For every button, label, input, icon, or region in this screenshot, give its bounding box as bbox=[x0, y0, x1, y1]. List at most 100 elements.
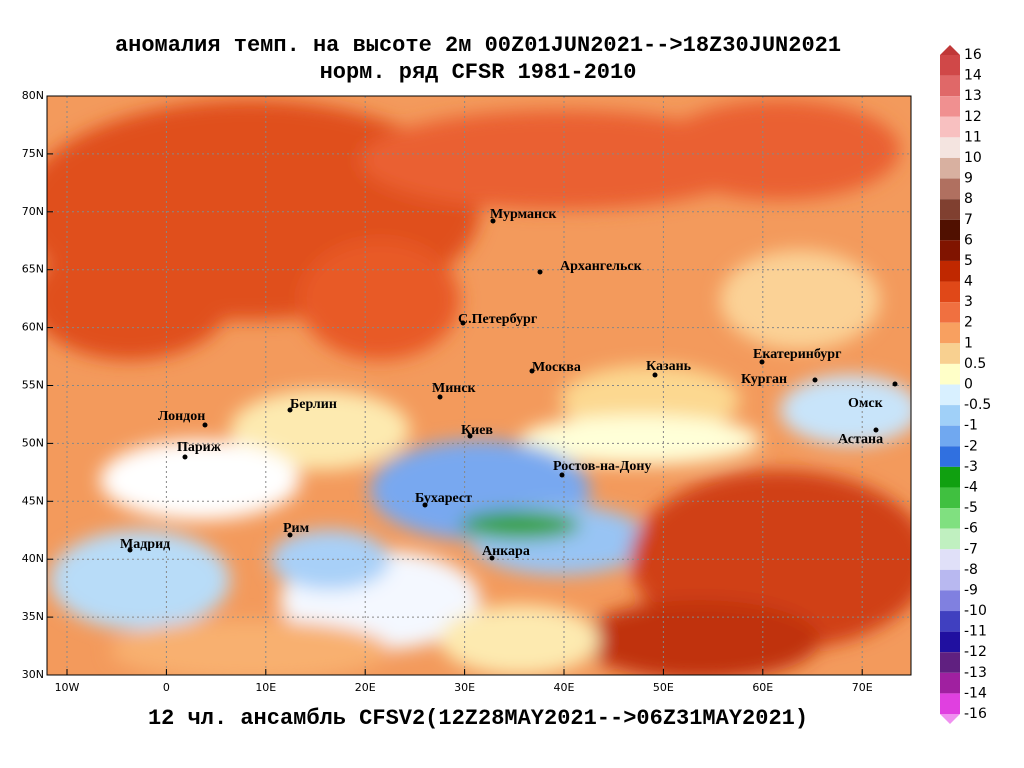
lon-label: 10E bbox=[255, 681, 276, 694]
city-dot bbox=[489, 555, 495, 561]
city-dot bbox=[873, 427, 879, 433]
city-dot bbox=[422, 502, 428, 508]
city-dot bbox=[182, 454, 188, 460]
lat-label: 75N bbox=[22, 147, 44, 160]
colorbar-label: 10 bbox=[964, 150, 982, 166]
colorbar-label: -3 bbox=[964, 459, 978, 475]
colorbar-label: 5 bbox=[964, 253, 973, 269]
lat-label: 80N bbox=[22, 89, 44, 102]
colorbar-label: -7 bbox=[964, 541, 978, 557]
title: аномалия темп. на высоте 2м 00Z01JUN2021… bbox=[115, 33, 841, 58]
subtitle: норм. ряд CFSR 1981-2010 bbox=[320, 60, 637, 85]
lat-label: 35N bbox=[22, 610, 44, 623]
colorbar-swatch bbox=[940, 281, 960, 303]
lon-label: 60E bbox=[752, 681, 773, 694]
city-label: Киев bbox=[461, 423, 493, 438]
city-dot bbox=[127, 547, 133, 553]
lat-label: 40N bbox=[22, 552, 44, 565]
city-label: Мадрид bbox=[120, 537, 170, 552]
colorbar-label: 4 bbox=[964, 274, 973, 290]
city-dot bbox=[759, 359, 765, 365]
colorbar-swatch bbox=[940, 199, 960, 220]
colorbar-label: 1 bbox=[964, 335, 973, 351]
lon-label: 0 bbox=[163, 681, 170, 694]
colorbar-label: -13 bbox=[964, 665, 987, 681]
city-dot bbox=[460, 320, 466, 326]
city-label: Берлин bbox=[290, 397, 337, 412]
colorbar-label: -5 bbox=[964, 500, 978, 516]
city-label: Анкара bbox=[482, 544, 530, 559]
colorbar-swatch bbox=[940, 384, 960, 406]
colorbar-swatch bbox=[940, 55, 960, 76]
colorbar-label: -16 bbox=[964, 706, 987, 722]
colorbar-swatch bbox=[940, 508, 960, 529]
colorbar-swatch bbox=[940, 116, 960, 138]
city-label: Курган bbox=[741, 372, 787, 387]
colorbar-label: 11 bbox=[964, 129, 982, 145]
colorbar-swatch bbox=[940, 178, 960, 200]
colorbar-swatch bbox=[940, 549, 960, 570]
colorbar-label: -14 bbox=[964, 685, 987, 701]
colorbar-swatch bbox=[940, 322, 960, 344]
city-label: Омск bbox=[848, 396, 884, 411]
colorbar-swatch bbox=[940, 260, 960, 282]
city-label: Бухарест bbox=[415, 491, 472, 506]
city-label: Ростов-на-Дону bbox=[553, 459, 651, 474]
colorbar-label: 0.5 bbox=[964, 356, 986, 372]
city-dot bbox=[490, 218, 496, 224]
colorbar-swatch bbox=[940, 672, 960, 694]
colorbar-swatch bbox=[940, 487, 960, 509]
colorbar-swatch bbox=[940, 466, 960, 488]
colorbar-swatch bbox=[940, 446, 960, 467]
colorbar-label: 3 bbox=[964, 294, 973, 310]
colorbar-swatch bbox=[940, 652, 960, 673]
colorbar-cap bbox=[940, 714, 960, 724]
city-label: Мурманск bbox=[490, 207, 557, 222]
lat-label: 30N bbox=[22, 668, 44, 681]
colorbar-label: 14 bbox=[964, 68, 982, 84]
city-dot bbox=[437, 394, 443, 400]
colorbar-swatch bbox=[940, 240, 960, 261]
lat-label: 65N bbox=[22, 263, 44, 276]
city-label: Астана bbox=[838, 432, 883, 447]
colorbar-label: 16 bbox=[964, 47, 982, 63]
city-label: Екатеринбург bbox=[753, 347, 841, 362]
lat-label: 50N bbox=[22, 436, 44, 449]
colorbar-label: 7 bbox=[964, 212, 973, 228]
colorbar-swatch bbox=[940, 363, 960, 385]
colorbar-swatch bbox=[940, 137, 960, 158]
colorbar-swatch bbox=[940, 611, 960, 632]
city-label: Казань bbox=[646, 359, 692, 374]
colorbar-swatch bbox=[940, 425, 960, 447]
lat-label: 70N bbox=[22, 205, 44, 218]
city-dot bbox=[892, 381, 898, 387]
colorbar-label: 12 bbox=[964, 109, 982, 125]
colorbar-label: -2 bbox=[964, 438, 978, 454]
colorbar-swatch bbox=[940, 693, 960, 714]
lon-label: 30E bbox=[454, 681, 475, 694]
colorbar-swatch bbox=[940, 219, 960, 241]
city-label: Минск bbox=[432, 381, 477, 396]
colorbar-swatch bbox=[940, 631, 960, 653]
lon-label: 20E bbox=[355, 681, 376, 694]
lat-label: 55N bbox=[22, 379, 44, 392]
city-label: С.Петербург bbox=[458, 312, 537, 327]
city-label: Рим bbox=[283, 521, 310, 536]
colorbar-label: 0 bbox=[964, 377, 973, 393]
city-dot bbox=[812, 377, 818, 383]
colorbar-swatch bbox=[940, 405, 960, 426]
colorbar-swatch bbox=[940, 75, 960, 97]
colorbar-label: -1 bbox=[964, 418, 978, 434]
colorbar-label: 6 bbox=[964, 232, 973, 248]
colorbar-swatch bbox=[940, 590, 960, 612]
city-label: Москва bbox=[532, 360, 581, 375]
lat-label: 45N bbox=[22, 494, 44, 507]
colorbar-swatch bbox=[940, 343, 960, 364]
colorbar-label: -12 bbox=[964, 644, 987, 660]
colorbar-label: 9 bbox=[964, 171, 973, 187]
colorbar-label: -0.5 bbox=[964, 397, 991, 413]
city-label: Париж bbox=[177, 440, 222, 455]
colorbar-label: -8 bbox=[964, 562, 978, 578]
city-dot bbox=[559, 472, 565, 478]
